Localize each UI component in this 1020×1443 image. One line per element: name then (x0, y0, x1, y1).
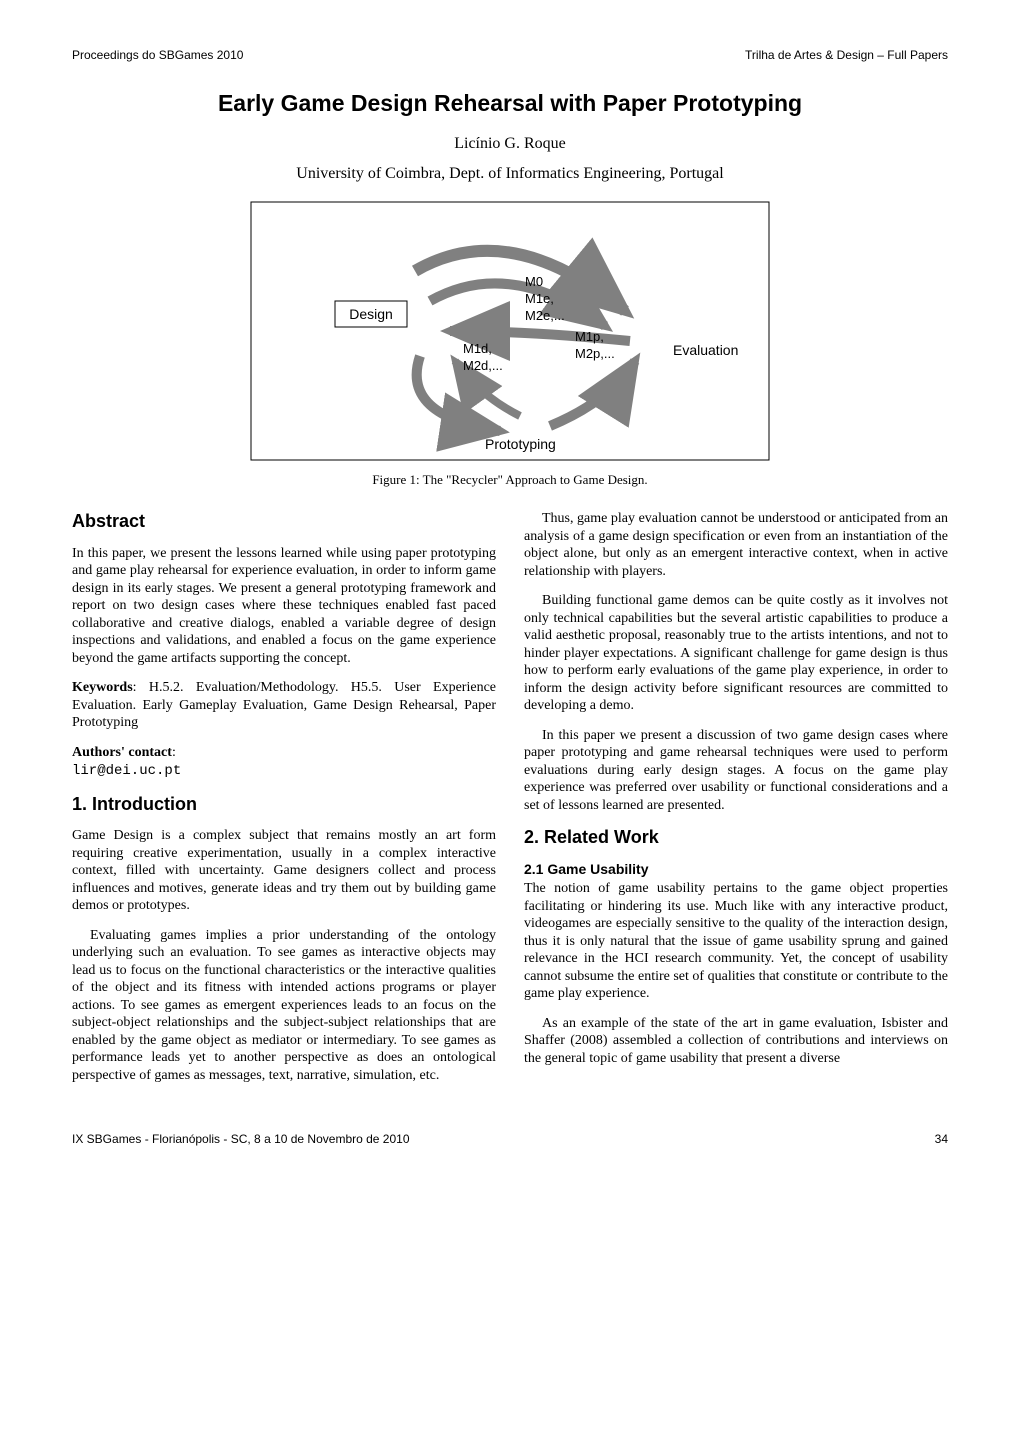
label-m1p: M1p, (575, 329, 604, 344)
label-m1d: M1d, (463, 341, 492, 356)
label-m2d: M2d,... (463, 358, 503, 373)
header-left: Proceedings do SBGames 2010 (72, 48, 243, 62)
label-m2e: M2e,... (525, 308, 565, 323)
usability-p2: As an example of the state of the art in… (524, 1015, 948, 1068)
label-m0: M0 (525, 274, 543, 289)
author: Licínio G. Roque (72, 135, 948, 153)
authors-contact-line: Authors' contact: (72, 744, 496, 762)
footer-left: IX SBGames - Florianópolis - SC, 8 a 10 … (72, 1132, 410, 1146)
label-m2p: M2p,... (575, 346, 615, 361)
intro-heading: 1. Introduction (72, 793, 496, 816)
authors-contact-label: Authors' contact (72, 745, 172, 760)
related-work-heading: 2. Related Work (524, 826, 948, 849)
keywords-block: Keywords: H.5.2. Evaluation/Methodology.… (72, 679, 496, 732)
design-node-label: Design (349, 306, 393, 322)
abstract-body: In this paper, we present the lessons le… (72, 545, 496, 668)
left-column: Abstract In this paper, we present the l… (72, 510, 496, 1096)
prototyping-node-label: Prototyping (485, 436, 556, 452)
header-right: Trilha de Artes & Design – Full Papers (745, 48, 948, 62)
keywords-body: : H.5.2. Evaluation/Methodology. H5.5. U… (72, 680, 496, 730)
abstract-heading: Abstract (72, 510, 496, 533)
intro-p2: Evaluating games implies a prior underst… (72, 927, 496, 1085)
footer-right: 34 (935, 1132, 948, 1146)
right-p3: In this paper we present a discussion of… (524, 727, 948, 815)
right-p1: Thus, game play evaluation cannot be und… (524, 510, 948, 580)
game-usability-heading: 2.1 Game Usability (524, 861, 948, 879)
intro-p1: Game Design is a complex subject that re… (72, 827, 496, 915)
right-column: Thus, game play evaluation cannot be und… (524, 510, 948, 1096)
page-title: Early Game Design Rehearsal with Paper P… (72, 90, 948, 117)
right-p2: Building functional game demos can be qu… (524, 592, 948, 715)
keywords-label: Keywords (72, 680, 133, 695)
usability-p1: The notion of game usability pertains to… (524, 880, 948, 1003)
recycler-diagram: Design Evaluation Prototyping M0 M1e, M2… (250, 201, 770, 461)
affiliation: University of Coimbra, Dept. of Informat… (72, 165, 948, 183)
authors-contact-value: lir@dei.uc.pt (72, 763, 496, 781)
figure-1: Design Evaluation Prototyping M0 M1e, M2… (72, 201, 948, 466)
label-m1e: M1e, (525, 291, 554, 306)
figure-1-caption: Figure 1: The "Recycler" Approach to Gam… (72, 472, 948, 488)
evaluation-node-label: Evaluation (673, 342, 738, 358)
